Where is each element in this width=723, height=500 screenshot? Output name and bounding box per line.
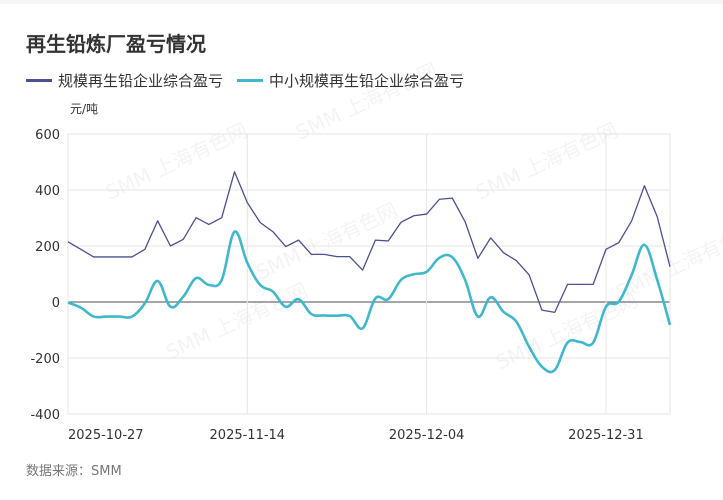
chart-title: 再生铅炼厂盈亏情况 [26,32,206,56]
series-line-1 [67,230,672,374]
y-tick-label: 400 [35,184,60,199]
watermark: SMM 上海有色网 [252,198,401,285]
y-tick-label: 600 [35,128,60,143]
watermark: SMM 上海有色网 [612,218,723,305]
legend-label: 规模再生铅企业综合盈亏 [58,72,224,90]
x-tick-label: 2025-11-14 [210,428,286,443]
y-axis-unit: 元/吨 [70,102,99,116]
x-tick-label: 2025-12-31 [568,428,644,443]
legend-item-small[interactable]: 中小规模再生铅企业综合盈亏 [237,70,464,91]
watermark: SMM 上海有色网 [472,118,621,205]
legend-item-large[interactable]: 规模再生铅企业综合盈亏 [26,70,223,91]
top-bar [0,0,723,4]
legend-label: 中小规模再生铅企业综合盈亏 [269,72,465,90]
legend-swatch [237,79,264,82]
y-tick-label: -200 [30,352,60,367]
y-tick-label: -400 [30,408,60,423]
y-tick-label: 0 [52,296,60,311]
legend: 规模再生铅企业综合盈亏 中小规模再生铅企业综合盈亏 [26,70,464,91]
x-tick-label: 2025-12-04 [389,428,465,443]
watermark: SMM 上海有色网 [292,58,441,145]
x-tick-label: 2025-10-27 [68,428,144,443]
legend-swatch [26,79,52,82]
data-source: 数据来源：SMM [26,464,122,479]
y-tick-label: 200 [35,240,60,255]
series-line-0 [67,171,671,314]
watermark: SMM 上海有色网 [162,278,311,365]
